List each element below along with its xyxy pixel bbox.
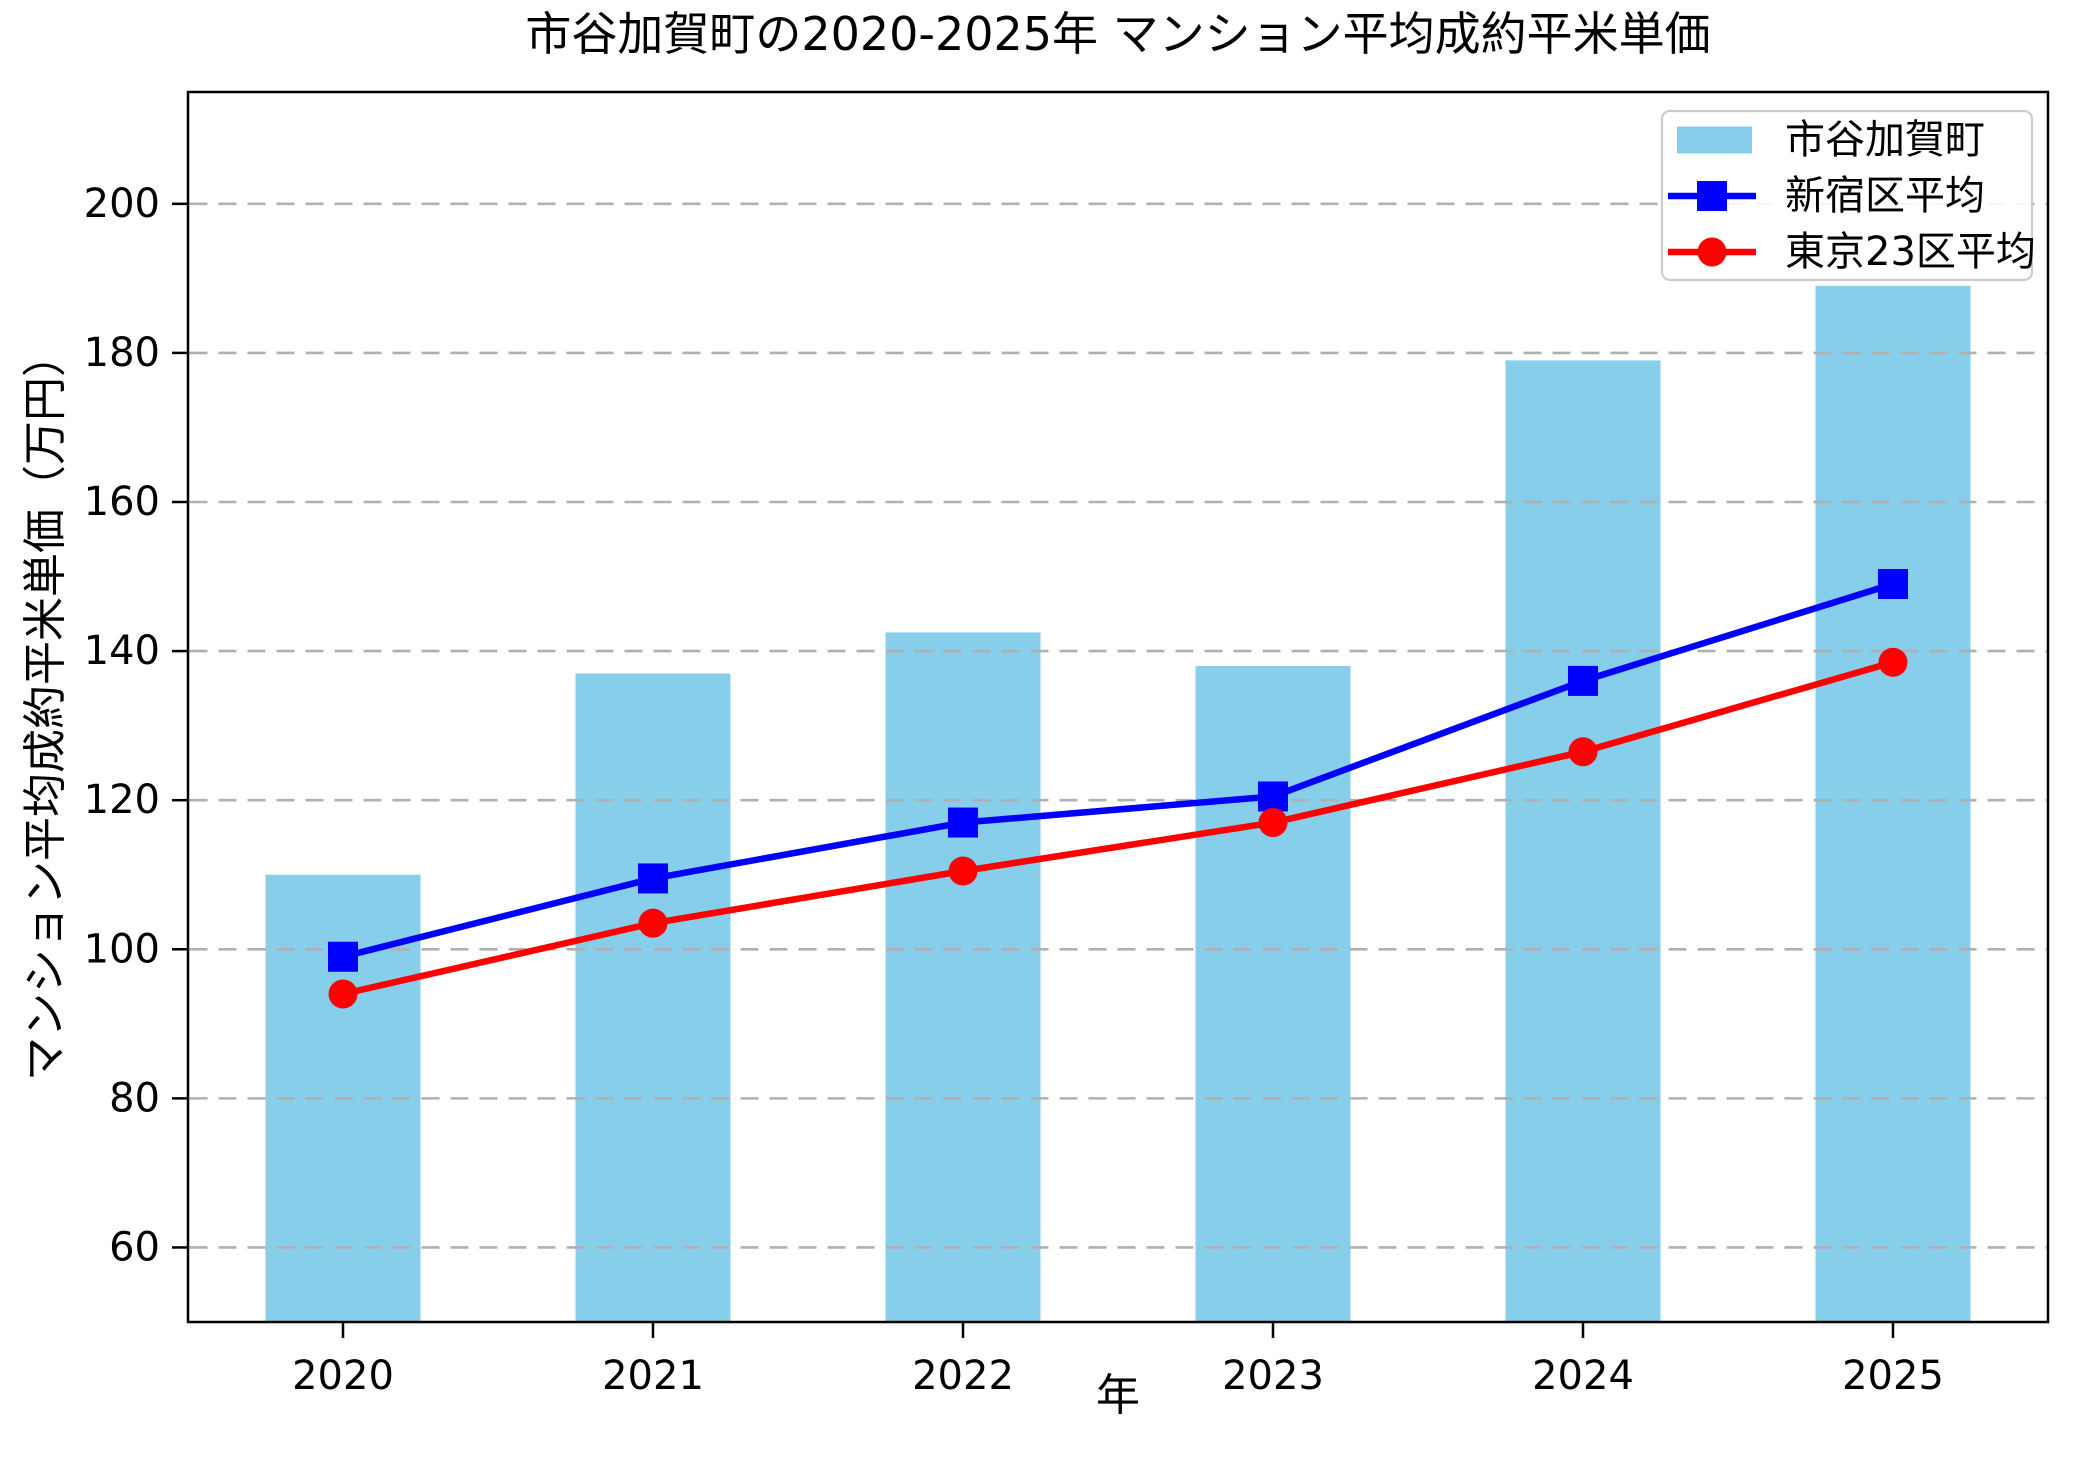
- marker-square-2022: [948, 807, 978, 838]
- chart-title: 市谷加賀町の2020-2025年 マンション平均成約平米単価: [525, 7, 1710, 61]
- y-tick-label-180: 180: [84, 330, 160, 376]
- bar-2025: [1815, 285, 1971, 1323]
- marker-circle-2022: [948, 856, 978, 886]
- line-series-0: [339, 580, 1897, 960]
- legend-label-line-0: 新宿区平均: [1785, 173, 1985, 219]
- marker-circle-2023: [1258, 808, 1288, 838]
- legend-bar-swatch: [1677, 126, 1752, 154]
- marker-circle-2020: [328, 979, 358, 1009]
- y-axis-label: マンション平均成約平米単価（万円）: [20, 333, 71, 1081]
- x-tick-label-2023: 2023: [1222, 1353, 1324, 1399]
- marker-circle-2025: [1878, 647, 1908, 677]
- y-tick-label-100: 100: [84, 926, 160, 972]
- y-tick-label-160: 160: [84, 479, 160, 525]
- bar-2023: [1195, 666, 1351, 1322]
- marker-circle-2024: [1568, 737, 1598, 767]
- x-axis-label: 年: [1096, 1370, 1140, 1421]
- bar-2024: [1505, 360, 1661, 1322]
- legend-label-line-1: 東京23区平均: [1785, 229, 2036, 275]
- y-tick-label-80: 80: [109, 1075, 160, 1121]
- x-tick-label-2020: 2020: [292, 1353, 394, 1399]
- legend-marker-square: [1697, 181, 1727, 211]
- x-tick-label-2021: 2021: [602, 1353, 704, 1399]
- marker-square-2023: [1258, 781, 1288, 812]
- y-tick-label-120: 120: [84, 777, 160, 823]
- y-tick-label-60: 60: [109, 1224, 160, 1270]
- legend-marker-circle: [1697, 237, 1727, 267]
- marker-square-2024: [1568, 665, 1598, 696]
- line-series-1: [339, 659, 1897, 998]
- bar-2022: [885, 632, 1041, 1322]
- y-tick-label-140: 140: [84, 628, 160, 674]
- marker-square-2021: [638, 863, 668, 894]
- marker-circle-2021: [638, 908, 668, 938]
- x-tick-label-2022: 2022: [912, 1353, 1014, 1399]
- plot-border: [186, 90, 2050, 1324]
- y-tick-label-200: 200: [84, 181, 160, 227]
- marker-square-2020: [328, 941, 358, 972]
- legend-label-bar: 市谷加賀町: [1785, 117, 1985, 163]
- marker-square-2025: [1878, 569, 1908, 599]
- legend-box: [1660, 109, 2034, 282]
- x-tick-label-2024: 2024: [1532, 1353, 1634, 1399]
- bar-2021: [575, 673, 731, 1322]
- x-tick-label-2025: 2025: [1842, 1353, 1944, 1399]
